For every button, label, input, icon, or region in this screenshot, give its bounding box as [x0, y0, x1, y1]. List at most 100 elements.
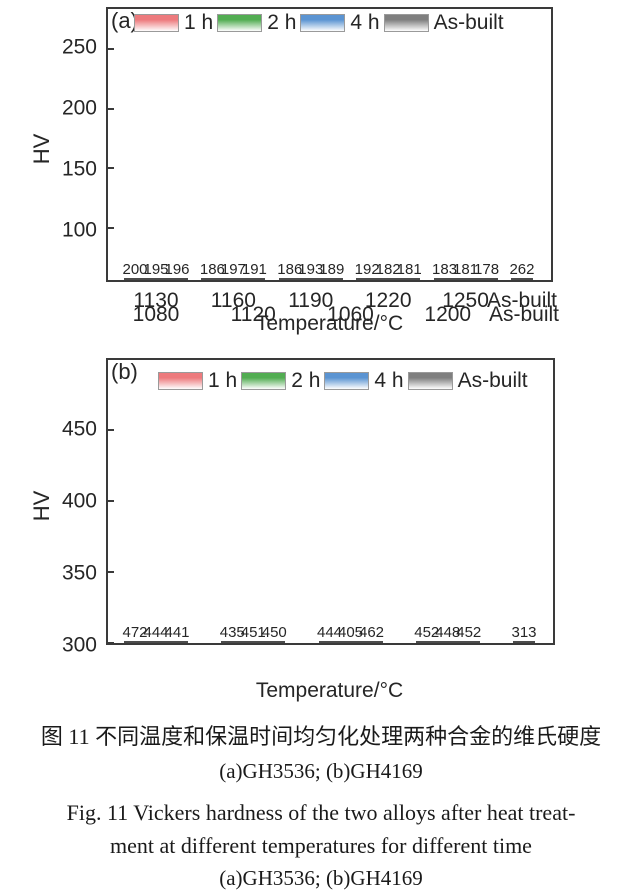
bar-value-label: 441 — [164, 624, 190, 641]
bar-value-label: 472 — [122, 624, 148, 641]
bar-1h-1130: 200 — [122, 262, 148, 280]
y-axis-tick — [108, 499, 114, 502]
legend-swatch-As-built — [383, 13, 429, 32]
bar-group-1250: 183 181 178 — [432, 262, 499, 280]
bar-4h-1080: 441 — [164, 625, 190, 643]
bar-value-label: 178 — [474, 261, 500, 278]
bar-4h-1130: 196 — [164, 262, 190, 280]
bar-value-label: 450 — [261, 624, 287, 641]
x-tick-label: 1160 — [210, 289, 256, 312]
bar-1h-1160: 186 — [200, 262, 225, 280]
y-tick-label: 200 — [61, 96, 97, 120]
legend-label: 4 h — [374, 369, 404, 392]
bar-value-label: 452 — [414, 624, 440, 641]
bar-value-label: 451 — [240, 624, 266, 641]
y-axis-tick — [108, 167, 114, 170]
panel-label: (a) — [111, 8, 138, 33]
bar-value-label: 197 — [220, 261, 246, 278]
y-axis-tick — [108, 107, 114, 110]
y-axis-title: HV — [29, 133, 54, 164]
bar-group-1200: 452 448 452 — [414, 625, 481, 643]
y-tick-label: 100 — [61, 218, 97, 242]
y-tick-label: 450 — [61, 417, 97, 441]
y-tick-label: 250 — [61, 35, 97, 59]
plot-area: 472 444 441 435 451 450 444 405 462 452 448 452 313(… — [106, 358, 555, 645]
bar-2h-1120: 451 — [241, 625, 266, 643]
bar-1h-1200: 452 — [414, 625, 439, 643]
x-tick-label: 1080 — [132, 303, 180, 326]
bar-group-as-built: 262 — [509, 262, 534, 280]
panel-label: (b) — [111, 359, 138, 384]
bar-value-label: 189 — [319, 261, 345, 278]
caption-zh-subtitle: (a)GH3536; (b)GH4169 — [219, 759, 423, 783]
caption-zh-title: 图 11 不同温度和保温时间均匀化处理两种合金的维氏硬度 — [40, 724, 602, 749]
bar-1h-1060: 444 — [317, 625, 342, 643]
bar-value-label: 313 — [511, 624, 537, 641]
x-tick-label-as-built: As-built — [489, 304, 559, 326]
x-axis-title: Temperature/°C — [255, 312, 404, 335]
bar-4h-1160: 191 — [242, 262, 267, 280]
bar-group-as-built: 313 — [511, 625, 537, 643]
bar-value-label: 444 — [316, 624, 343, 641]
y-axis-tick — [108, 227, 114, 230]
bar-2h-1130: 195 — [143, 262, 169, 280]
plot-area: 200 195 196 186 197 191 186 193 189 192 182 181 183 1… — [106, 7, 553, 282]
bar-4h-1120: 450 — [262, 625, 287, 643]
bar-2h-1160: 197 — [221, 262, 246, 280]
figure-captions: 图 11 不同温度和保温时间均匀化处理两种合金的维氏硬度 (a)GH3536; … — [0, 724, 642, 890]
legend: 1 h 2 h 4 h As-built — [158, 370, 532, 391]
x-axis-title: Temperature/°C — [255, 679, 404, 702]
legend-label: 1 h — [208, 369, 238, 392]
bar-value-label: 200 — [122, 261, 148, 278]
caption-en-subtitle: (a)GH3536; (b)GH4169 — [219, 866, 423, 890]
legend-label: 2 h — [267, 11, 297, 34]
legend-swatch-4h — [300, 13, 346, 32]
legend-label: As-built — [433, 11, 504, 34]
bar-group-1160: 186 197 191 — [200, 262, 267, 280]
x-tick-label: 1220 — [364, 289, 412, 312]
bar-value-label: 452 — [456, 624, 482, 641]
bar-group-1130: 200 195 196 — [122, 262, 190, 280]
x-tick-labels: 1130 1160 1190 1220 1250 As-built — [106, 289, 557, 312]
legend-swatch-2h — [241, 371, 287, 390]
bar-2h-1220: 182 — [376, 262, 401, 280]
bar-value-label: 182 — [375, 261, 401, 278]
y-tick-label: 300 — [61, 633, 97, 657]
bar-value-label: 405 — [337, 624, 364, 641]
legend-swatch-1h — [134, 13, 179, 32]
y-axis-tick — [108, 642, 114, 644]
bar-value-label: 444 — [143, 624, 169, 641]
x-tick-label: 1120 — [230, 303, 276, 326]
bar-value-label: 196 — [164, 261, 190, 278]
x-tick-label-text: As-built — [486, 289, 557, 312]
y-tick-label: 400 — [61, 489, 97, 513]
bar-4h-1190: 189 — [319, 262, 344, 280]
legend-label: As-built — [457, 369, 528, 392]
bar-as-built: 313 — [511, 625, 537, 643]
bar-2h-1060: 405 — [338, 625, 363, 643]
x-tick-labels: 1080 1120 1060 1200 As-built — [106, 303, 559, 326]
bar-value-label: 435 — [219, 624, 245, 641]
y-axis-tick — [108, 570, 114, 573]
x-tick-label-text: As-built — [488, 303, 560, 326]
y-axis-title: HV — [29, 490, 54, 521]
legend-swatch-1h — [158, 371, 203, 390]
legend-swatch-2h — [217, 13, 263, 32]
bar-2h-1200: 448 — [435, 625, 460, 643]
x-tick-label: 1130 — [133, 289, 179, 312]
legend-swatch-4h — [324, 371, 370, 390]
y-tick-label: 150 — [61, 157, 97, 181]
bar-group-1080: 472 444 441 — [122, 625, 190, 643]
legend: 1 h 2 h 4 h As-built — [134, 12, 508, 33]
bar-value-label: 195 — [143, 261, 169, 278]
bar-1h-1220: 192 — [355, 262, 380, 280]
caption-en-title-line2: ment at different temperatures for diffe… — [110, 833, 532, 858]
bar-group-1060: 444 405 462 — [317, 625, 384, 643]
bar-value-label: 193 — [298, 261, 324, 278]
legend-swatch-As-built — [407, 371, 453, 390]
legend-label: 4 h — [350, 11, 380, 34]
y-axis-tick — [108, 428, 114, 431]
bar-as-built: 262 — [509, 262, 534, 280]
bar-group-1220: 192 182 181 — [355, 262, 422, 280]
bar-value-label: 262 — [509, 261, 535, 278]
